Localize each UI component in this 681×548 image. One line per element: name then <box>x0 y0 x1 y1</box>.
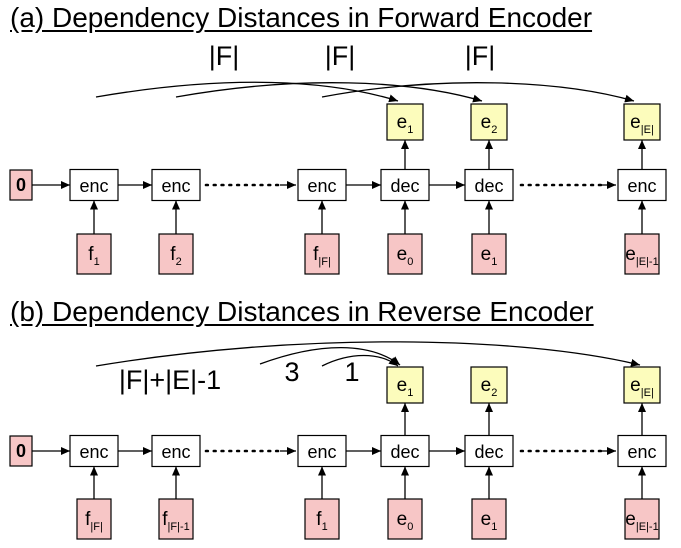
panel-b-input-box <box>471 498 507 540</box>
panel-b-output-label: e1 <box>397 375 414 399</box>
panel-b-input-box <box>624 498 660 540</box>
panel-b-dependency-arc <box>321 354 399 367</box>
panel-a-input-box <box>76 233 112 275</box>
panel-b-output-label: e2 <box>481 375 498 399</box>
panel-b-enc-label: enc <box>79 442 108 462</box>
panel-a-output-label: e1 <box>397 112 414 136</box>
panel-a-distance-label: |F| <box>209 41 240 71</box>
panel-b-input-box <box>76 498 112 540</box>
panel-a-enc-node <box>151 168 201 202</box>
panel-b-input-label: f1 <box>316 509 327 533</box>
panel-b-dec-node <box>380 434 430 468</box>
panel-a-input-label: f1 <box>88 244 99 268</box>
panel-a-input-box <box>624 233 660 275</box>
panel-b-init-box <box>9 435 33 467</box>
panel-a-title: (a) Dependency Distances in Forward Enco… <box>10 2 593 33</box>
panel-a-init-box <box>9 169 33 201</box>
panel-b-input-box <box>158 498 194 540</box>
panel-b-distance-label: |F|+|E|-1 <box>119 365 221 395</box>
panel-b-enc-node <box>69 434 119 468</box>
panel-a-dec-label: dec <box>390 176 419 196</box>
panel-b-dec-label: dec <box>390 442 419 462</box>
panel-b-output-box <box>623 366 661 404</box>
panel-b-input-label: f|F|-1 <box>162 509 190 533</box>
panel-a-input-label: e|E|-1 <box>625 244 658 268</box>
panel-a-output-box <box>470 103 508 141</box>
panel-b-enc-label: enc <box>307 442 336 462</box>
panel-a-input-label: e0 <box>397 244 414 268</box>
panel-b-dec-node <box>464 434 514 468</box>
panel-b-enc-label: enc <box>627 442 656 462</box>
panel-b-input-label: e0 <box>397 509 414 533</box>
panel-a-enc-node <box>617 168 667 202</box>
panel-a-input-box <box>158 233 194 275</box>
panel-b-output-box <box>470 366 508 404</box>
panel-a-output-box <box>386 103 424 141</box>
panel-a-input-label: f2 <box>170 244 181 268</box>
panel-a-dec-node <box>380 168 430 202</box>
panel-a-output-box <box>623 103 661 141</box>
panel-b-input-box <box>387 498 423 540</box>
panel-b-output-box <box>386 366 424 404</box>
panel-b-output-label: e|E| <box>630 375 654 399</box>
panel-a-distance-label: |F| <box>325 41 356 71</box>
panel-b-enc-node <box>151 434 201 468</box>
panel-a-distance-label: |F| <box>465 41 496 71</box>
panel-a-output-label: e|E| <box>630 112 654 136</box>
panel-b-input-box <box>304 498 340 540</box>
panel-a-dec-node <box>464 168 514 202</box>
panel-b-dec-label: dec <box>474 442 503 462</box>
panel-a-dec-label: dec <box>474 176 503 196</box>
panel-a-init-label: 0 <box>16 175 26 195</box>
panel-a-enc-label: enc <box>161 176 190 196</box>
panel-a-dependency-arc <box>95 81 399 103</box>
panel-b-init-label: 0 <box>16 441 26 461</box>
panel-b-dependency-arc <box>95 341 641 367</box>
panel-b-enc-node <box>617 434 667 468</box>
panel-b-distance-label: 3 <box>284 357 299 387</box>
panel-a-dependency-arc <box>321 82 635 103</box>
panel-a-dependency-arc <box>175 82 483 103</box>
panel-b-input-label: e1 <box>481 509 498 533</box>
panel-a-enc-node <box>297 168 347 202</box>
panel-b-distance-label: 1 <box>344 357 359 387</box>
panel-a-input-box <box>387 233 423 275</box>
panel-a-enc-label: enc <box>79 176 108 196</box>
panel-a-input-box <box>471 233 507 275</box>
panel-a-enc-label: enc <box>307 176 336 196</box>
panel-a-enc-node <box>69 168 119 202</box>
panel-b-enc-label: enc <box>161 442 190 462</box>
panel-b-title: (b) Dependency Distances in Reverse Enco… <box>10 296 594 327</box>
panel-a-input-label: f|F| <box>313 244 331 268</box>
panel-b-input-label: e|E|-1 <box>625 509 658 533</box>
panel-b-enc-node <box>297 434 347 468</box>
panel-a-enc-label: enc <box>627 176 656 196</box>
panel-b-input-label: f|F| <box>85 509 103 533</box>
panel-a-input-box <box>304 233 340 275</box>
panel-a-input-label: e1 <box>481 244 498 268</box>
panel-a-output-label: e2 <box>481 112 498 136</box>
